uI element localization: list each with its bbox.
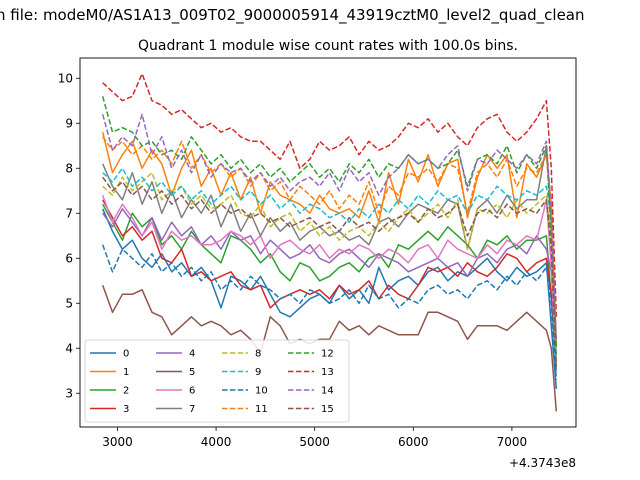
series-line-10 (101, 244, 558, 380)
series-line-15 (102, 176, 558, 367)
y-tick-label: 5 (65, 296, 73, 310)
legend-label-1: 1 (123, 367, 129, 378)
series-layer (101, 73, 558, 412)
x-axis-offset-label: +4.3743e8 (509, 456, 576, 470)
x-tick-label: 4000 (201, 435, 232, 449)
legend-label-14: 14 (321, 386, 334, 397)
x-tick-label: 7000 (497, 435, 528, 449)
y-tick-label: 6 (65, 251, 73, 265)
legend-label-2: 2 (123, 386, 129, 397)
legend-label-0: 0 (123, 349, 129, 360)
x-tick-label: 3000 (102, 435, 133, 449)
legend-label-12: 12 (321, 349, 334, 360)
legend-label-6: 6 (189, 386, 195, 397)
series-line-9 (102, 167, 558, 358)
legend-label-4: 4 (189, 349, 195, 360)
legend-label-9: 9 (255, 367, 261, 378)
y-tick-label: 8 (65, 161, 73, 175)
series-line-0 (102, 208, 558, 389)
x-tick-label: 6000 (398, 435, 429, 449)
legend-label-3: 3 (123, 404, 129, 415)
legend-label-10: 10 (255, 386, 268, 397)
series-line-4 (102, 208, 558, 358)
x-tick-label: 5000 (299, 435, 330, 449)
y-tick-label: 10 (58, 71, 73, 85)
series-line-1 (101, 132, 558, 349)
y-axis-ticks: 3 4 5 6 7 8 9 10 (58, 71, 80, 400)
series-line-2 (102, 203, 558, 367)
y-tick-label: 9 (65, 116, 73, 130)
legend-label-11: 11 (255, 404, 268, 415)
figure-suptitle: n file: modeM0/AS1A13_009T02_9000005914_… (0, 6, 585, 25)
series-line-6 (101, 194, 558, 367)
y-tick-label: 4 (65, 341, 73, 355)
y-tick-label: 7 (65, 206, 73, 220)
legend-label-8: 8 (255, 349, 261, 360)
x-axis-ticks: 3000 4000 5000 6000 7000 (102, 427, 527, 449)
legend-box (84, 339, 350, 423)
series-line-13 (102, 73, 558, 317)
legend-label-13: 13 (321, 367, 334, 378)
series-line-3 (102, 199, 558, 358)
legend-label-15: 15 (321, 404, 334, 415)
chart-title: Quadrant 1 module wise count rates with … (138, 38, 518, 54)
legend-label-7: 7 (189, 404, 195, 415)
series-line-14 (101, 113, 558, 340)
legend-label-5: 5 (189, 367, 195, 378)
y-tick-label: 3 (65, 386, 73, 400)
series-line-5 (101, 285, 558, 412)
series-line-11 (102, 136, 558, 344)
